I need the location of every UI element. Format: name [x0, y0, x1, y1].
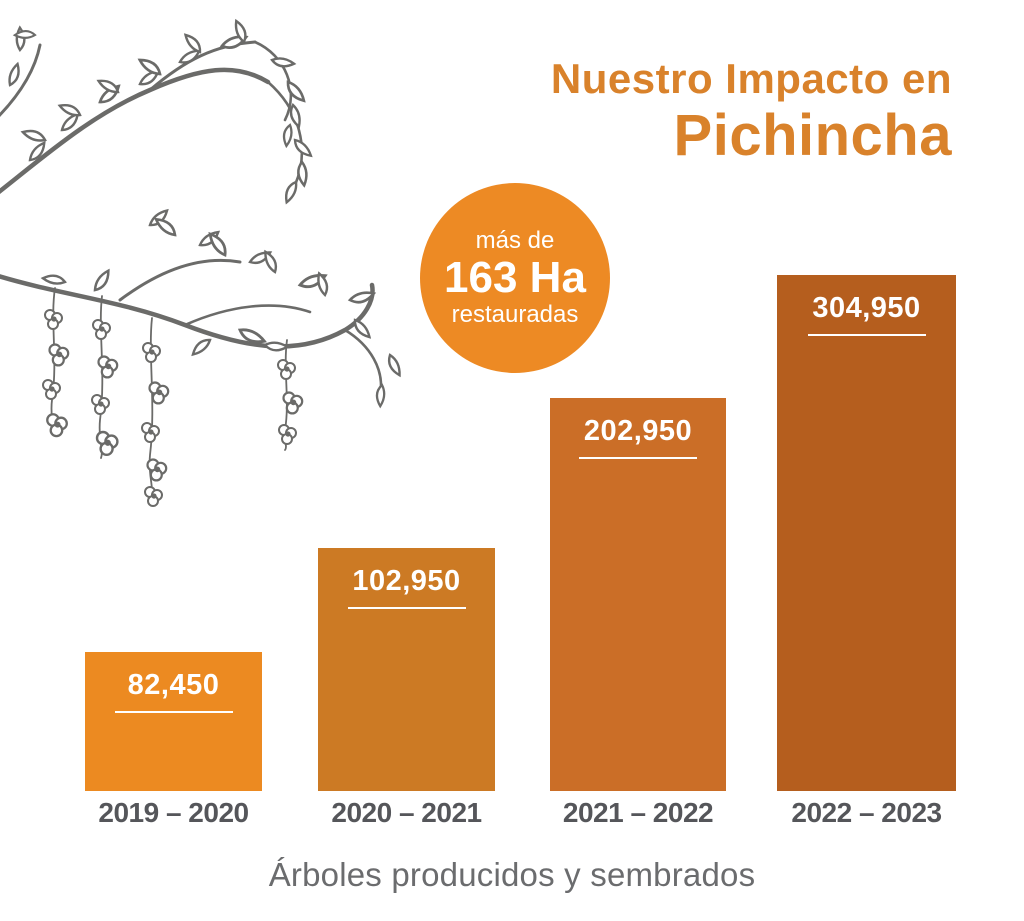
bar-value-label: 304,950: [812, 292, 921, 324]
bar: 82,450: [85, 652, 262, 791]
bar-value-underline: [347, 607, 466, 609]
bar: 102,950: [318, 548, 495, 791]
bar-year-label: 2020 – 2021: [331, 797, 482, 828]
title-line-2: Pichincha: [673, 103, 952, 168]
bar-year-label: 2022 – 2023: [791, 797, 942, 828]
bar: 304,950: [777, 275, 956, 791]
hectares-badge: más de 163 Ha restauradas: [420, 183, 610, 373]
badge-value: 163 Ha: [444, 252, 586, 302]
bar-value-label: 82,450: [127, 669, 220, 701]
bar-value-label: 202,950: [583, 415, 693, 447]
badge-prefix: más de: [475, 226, 555, 254]
chart-caption: Árboles producidos y sembrados: [268, 856, 756, 893]
bar-value-underline: [807, 334, 926, 336]
bar-value-underline: [579, 457, 697, 459]
bar-year-label: 2019 – 2020: [98, 797, 249, 828]
page-title: Nuestro Impacto en Pichincha: [551, 58, 952, 165]
bar-value-underline: [114, 711, 233, 713]
title-line-1: Nuestro Impacto en: [550, 55, 952, 102]
plant-illustration: [0, 18, 403, 508]
bar-year-label: 2021 – 2022: [562, 797, 714, 828]
bar-value-label: 102,950: [352, 565, 461, 597]
bar: 202,950: [550, 398, 726, 791]
badge-suffix: restauradas: [451, 301, 579, 329]
